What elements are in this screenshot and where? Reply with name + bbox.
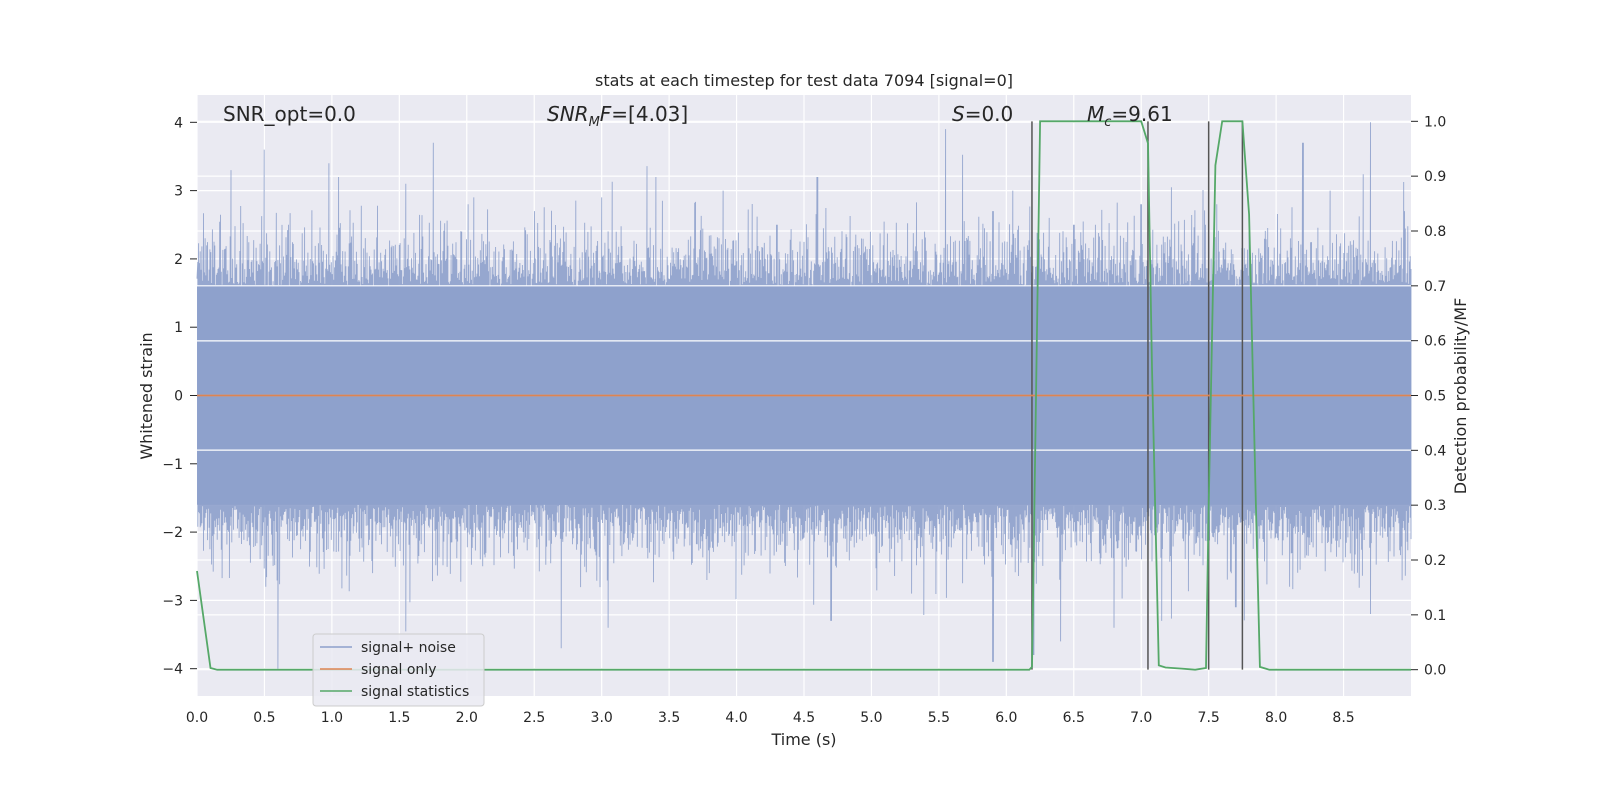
y-tick-label: 0 [174, 389, 183, 405]
y-tick-label: −1 [162, 457, 183, 473]
y2-tick-label: 0.7 [1424, 279, 1446, 295]
x-tick-label: 4.0 [725, 710, 747, 726]
x-tick-label: 5.5 [928, 710, 950, 726]
annotation-s: S=0.0 [952, 102, 1013, 126]
legend-label-signal-only: signal only [361, 662, 436, 678]
legend: signal+ noise signal only signal statist… [312, 633, 485, 707]
chart-title: stats at each timestep for test data 709… [595, 71, 1013, 90]
x-tick-label: 0.0 [186, 710, 208, 726]
x-tick-label: 8.0 [1265, 710, 1287, 726]
y2-tick-label: 0.6 [1424, 334, 1446, 350]
x-tick-label: 7.0 [1130, 710, 1152, 726]
snr-mf-tail: F [600, 102, 612, 126]
legend-label-signal-statistics: signal statistics [361, 684, 469, 700]
annotation-mc: Mc=9.61 [1087, 102, 1173, 130]
y-tick-label: 3 [174, 184, 183, 200]
y2-tick-label: 0.5 [1424, 389, 1446, 405]
x-axis-ticks: 0.0 0.5 1.0 1.5 2.0 2.5 3.0 3.5 4.0 4.5 5.0 5.5 6.0 6… [186, 710, 1355, 726]
y2-axis-title: Detection probability/MF [1451, 298, 1470, 495]
x-tick-label: 1.0 [321, 710, 343, 726]
y2-tick-label: 0.9 [1424, 169, 1446, 185]
x-tick-label: 7.5 [1198, 710, 1220, 726]
x-tick-label: 0.5 [253, 710, 275, 726]
y2-tick-label: 0.2 [1424, 553, 1446, 569]
s-symbol: S [952, 102, 965, 126]
snr-mf-subscript: M [589, 115, 600, 130]
mc-symbol: M [1087, 102, 1104, 126]
x-tick-label: 2.0 [456, 710, 478, 726]
y-axis-ticks: 4 3 2 1 0 −1 −2 −3 −4 [162, 115, 197, 678]
x-tick-label: 3.0 [591, 710, 613, 726]
y-tick-label: −2 [162, 525, 183, 541]
x-tick-label: 2.5 [523, 710, 545, 726]
x-tick-label: 3.5 [658, 710, 680, 726]
y2-tick-label: 0.8 [1424, 224, 1446, 240]
mc-subscript: c [1104, 115, 1111, 130]
x-axis-title: Time (s) [770, 730, 836, 749]
x-tick-label: 4.5 [793, 710, 815, 726]
y-axis-title: Whitened strain [137, 332, 156, 459]
s-value: =0.0 [965, 102, 1014, 126]
annotation-snr-mf: SNRMF=[4.03] [547, 102, 688, 130]
x-tick-label: 8.5 [1332, 710, 1354, 726]
y2-tick-label: 0.0 [1424, 663, 1446, 679]
x-tick-label: 5.0 [860, 710, 882, 726]
x-tick-label: 1.5 [388, 710, 410, 726]
y-tick-label: −4 [162, 662, 183, 678]
y2-axis-ticks: 1.0 0.9 0.8 0.7 0.6 0.5 0.4 0.3 0.2 0.1 0.0 [1411, 114, 1446, 679]
y2-tick-label: 1.0 [1424, 114, 1446, 130]
y2-tick-label: 0.3 [1424, 498, 1446, 514]
legend-box [312, 633, 485, 707]
legend-label-signal-noise: signal+ noise [361, 640, 456, 656]
line-series [196, 120, 1411, 671]
series-line-2 [196, 120, 1411, 671]
y-tick-label: 4 [174, 115, 183, 131]
y-tick-label: 2 [174, 252, 183, 268]
annotation-snr-opt: SNR_opt=0.0 [223, 102, 356, 126]
x-tick-label: 6.5 [1063, 710, 1085, 726]
mc-value: =9.61 [1111, 102, 1172, 126]
x-tick-label: 6.0 [995, 710, 1017, 726]
y-tick-label: −3 [162, 593, 183, 609]
snr-mf-value: =[4.03] [611, 102, 688, 126]
y2-tick-label: 0.4 [1424, 443, 1446, 459]
y-tick-label: 1 [174, 320, 183, 336]
snr-mf-symbol: SNR [547, 102, 589, 126]
y2-tick-label: 0.1 [1424, 608, 1446, 624]
